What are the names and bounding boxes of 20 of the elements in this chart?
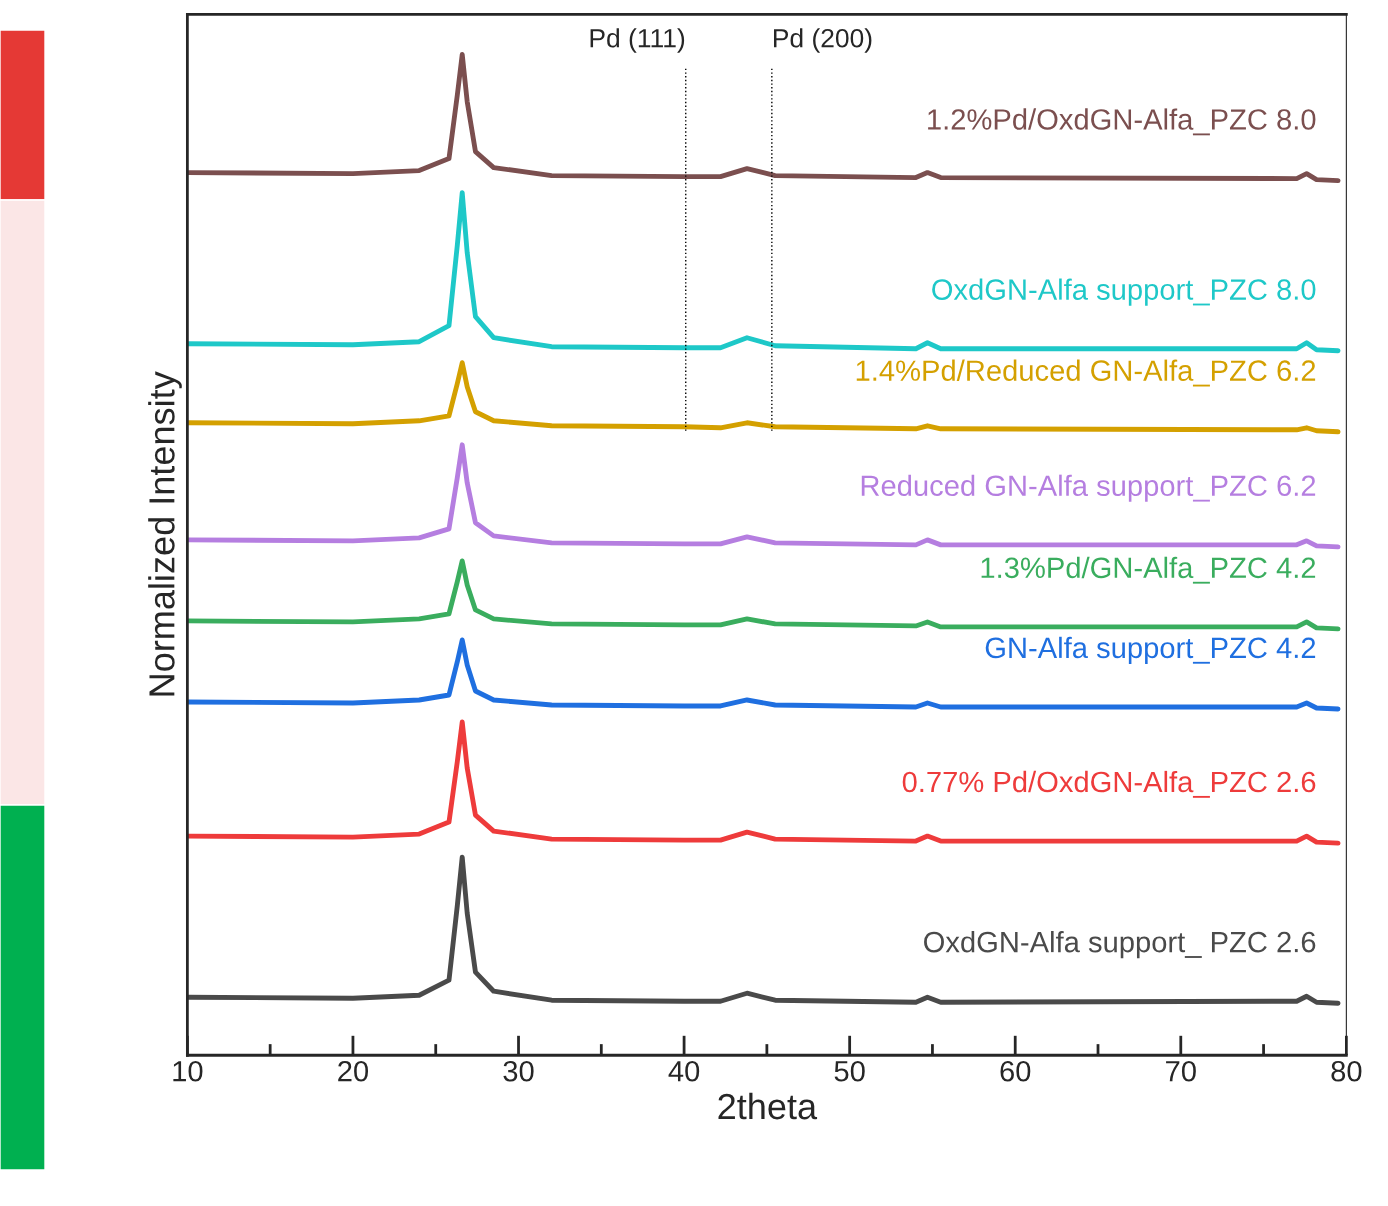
ref-line-label: Pd (200)	[774, 28, 872, 53]
x-axis-title: 2theta	[718, 1092, 818, 1120]
series-label: 1.3%Pd/GN-Alfa_PZC 4.2	[981, 556, 1316, 584]
series-label: OxdGN-Alfa support_PZC 8.0	[932, 278, 1316, 306]
series-label: 1.2%Pd/OxdGN-Alfa_PZC 8.0	[928, 108, 1316, 136]
series-label: GN-Alfa support_PZC 4.2	[985, 636, 1316, 664]
x-tick-label: 50	[834, 1060, 865, 1082]
series-label: OxdGN-Alfa support_ PZC 2.6	[924, 930, 1316, 959]
y-axis-title: Normalized Intensity	[148, 371, 182, 696]
x-tick-label: 30	[503, 1060, 534, 1082]
series-label: Reduced GN-Alfa support_PZC 6.2	[861, 474, 1316, 502]
x-tick-label: 80	[1331, 1060, 1362, 1082]
x-tick-label: 20	[338, 1060, 369, 1082]
x-tick-label: 40	[668, 1060, 700, 1082]
x-tick-label: 10	[173, 1060, 203, 1082]
x-tick-label: 70	[1166, 1060, 1196, 1082]
ref-line-label: Pd (111)	[590, 28, 685, 53]
x-tick-label: 60	[1000, 1060, 1031, 1082]
series-label: 1.4%Pd/Reduced GN-Alfa_PZC 6.2	[856, 359, 1316, 387]
series-label: 0.77% Pd/OxdGN-Alfa_PZC 2.6	[902, 770, 1316, 798]
